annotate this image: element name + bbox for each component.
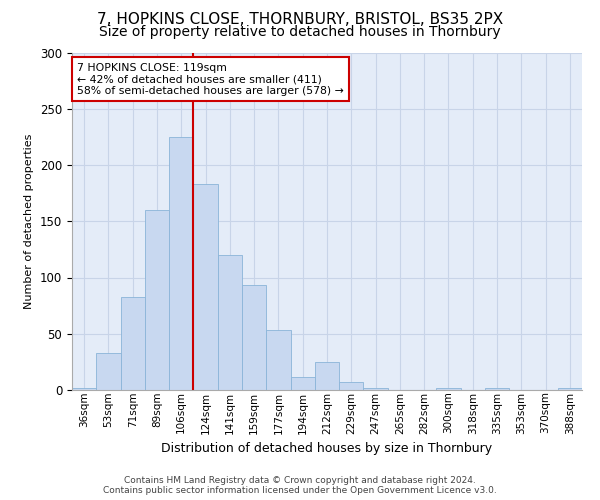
Text: 7, HOPKINS CLOSE, THORNBURY, BRISTOL, BS35 2PX: 7, HOPKINS CLOSE, THORNBURY, BRISTOL, BS… <box>97 12 503 28</box>
Bar <box>436 388 461 390</box>
Text: Contains HM Land Registry data © Crown copyright and database right 2024.
Contai: Contains HM Land Registry data © Crown c… <box>103 476 497 495</box>
Bar <box>121 296 145 390</box>
Bar <box>193 184 218 390</box>
Bar <box>145 210 169 390</box>
Bar <box>339 382 364 390</box>
Bar <box>169 137 193 390</box>
Text: Size of property relative to detached houses in Thornbury: Size of property relative to detached ho… <box>99 25 501 39</box>
Bar <box>558 388 582 390</box>
Y-axis label: Number of detached properties: Number of detached properties <box>25 134 34 309</box>
Bar <box>364 388 388 390</box>
Bar <box>218 255 242 390</box>
Bar <box>266 330 290 390</box>
Bar <box>485 388 509 390</box>
Bar <box>96 353 121 390</box>
Bar <box>315 362 339 390</box>
Bar <box>242 286 266 390</box>
X-axis label: Distribution of detached houses by size in Thornbury: Distribution of detached houses by size … <box>161 442 493 455</box>
Bar <box>290 376 315 390</box>
Bar <box>72 388 96 390</box>
Text: 7 HOPKINS CLOSE: 119sqm
← 42% of detached houses are smaller (411)
58% of semi-d: 7 HOPKINS CLOSE: 119sqm ← 42% of detache… <box>77 62 344 96</box>
